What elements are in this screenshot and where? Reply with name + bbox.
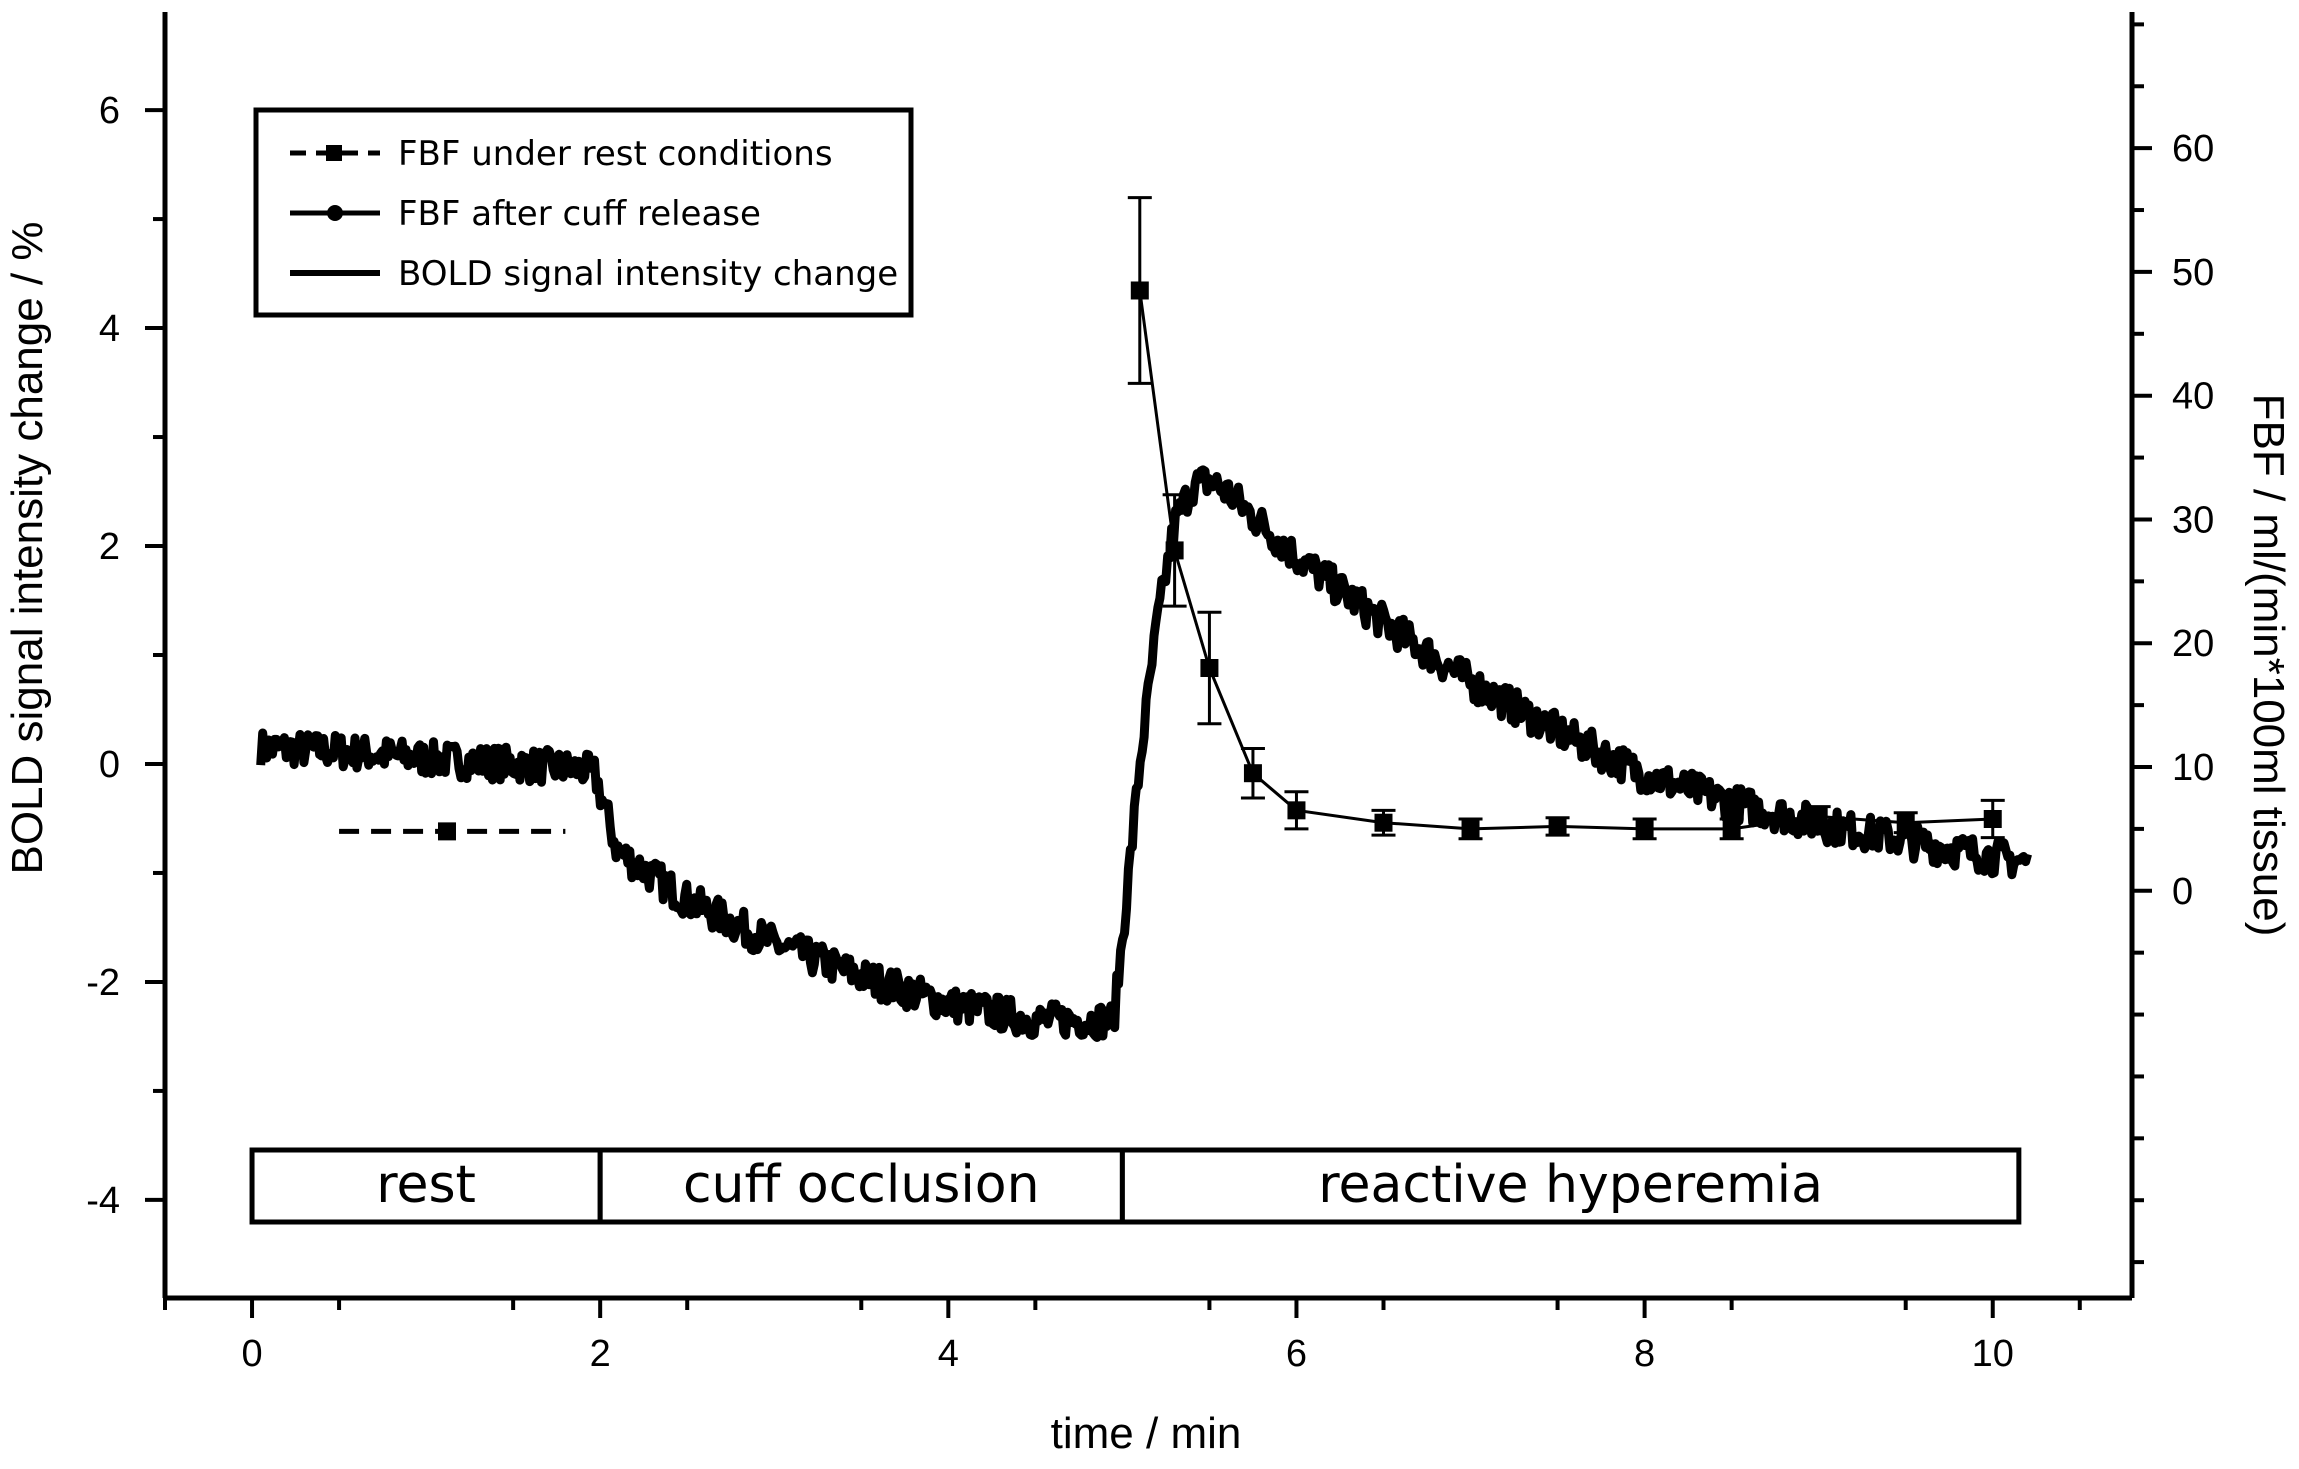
phase-box <box>1119 1147 2022 1225</box>
x-axis-title: time / min <box>1051 1409 1242 1458</box>
y-right-tick-label: 50 <box>2172 252 2214 294</box>
bold-line <box>256 465 2032 1042</box>
fbf-cuff-point <box>1130 281 1149 300</box>
phase-label: cuff occlusion <box>683 1155 1040 1215</box>
fbf-cuff-point <box>1722 819 1741 838</box>
y-left-tick-label: 0 <box>99 744 120 786</box>
y-axis-left-title: BOLD signal intensity change / % <box>3 221 52 874</box>
y-left-tick-label: 6 <box>99 90 120 132</box>
y-left-tick-label: -2 <box>86 962 120 1004</box>
legend: FBF under rest conditions FBF after cuff … <box>253 107 914 318</box>
x-tick-label: 6 <box>1286 1333 1307 1375</box>
legend-marker-rest <box>326 145 342 161</box>
fbf-cuff-point <box>1243 764 1262 783</box>
fbf-series <box>339 196 2005 841</box>
fbf-cuff-point <box>1374 813 1393 832</box>
fbf-cuff-point <box>1809 807 1828 826</box>
y-left-tick-label: -4 <box>86 1180 120 1222</box>
y-left-tick-label: 2 <box>99 526 120 568</box>
fbf-cuff-point <box>1896 813 1915 832</box>
y-right-tick-label: 30 <box>2172 499 2214 541</box>
legend-marker-cuff <box>327 205 343 221</box>
fbf-rest-point <box>437 822 456 841</box>
x-tick-label: 10 <box>1972 1333 2014 1375</box>
fbf-cuff-point <box>1548 817 1567 836</box>
y-axis-right-title: FBF / ml/(min*100ml tissue) <box>2244 394 2293 937</box>
fbf-cuff-point <box>1287 801 1306 820</box>
legend-entry: FBF after cuff release <box>398 194 761 234</box>
x-tick-label: 0 <box>241 1333 262 1375</box>
fbf-cuff-point <box>1461 819 1480 838</box>
x-tick-label: 8 <box>1634 1333 1655 1375</box>
fbf-cuff-point <box>1983 809 2002 828</box>
y-right-tick-label: 40 <box>2172 376 2214 418</box>
x-tick-label: 4 <box>938 1333 959 1375</box>
phase-label: reactive hyperemia <box>1318 1155 1823 1215</box>
legend-entry: FBF under rest conditions <box>398 134 833 174</box>
y-right-tick-label: 0 <box>2172 871 2193 913</box>
y-right-tick-label: 20 <box>2172 623 2214 665</box>
bold-series <box>256 465 2032 1042</box>
fbf-cuff-point <box>1165 541 1184 560</box>
fbf-cuff-point <box>1200 658 1219 677</box>
x-tick-label: 2 <box>590 1333 611 1375</box>
y-left-tick-label: 4 <box>99 308 120 350</box>
legend-entry: BOLD signal intensity change <box>398 254 898 294</box>
fbf-cuff-point <box>1635 819 1654 838</box>
phase-box <box>597 1147 1125 1225</box>
y-right-tick-label: 60 <box>2172 128 2214 170</box>
phase-bar: rest cuff occlusion reactive hyperemia <box>249 1147 2022 1225</box>
y-right-tick-label: 10 <box>2172 747 2214 789</box>
phase-label: rest <box>376 1155 476 1215</box>
